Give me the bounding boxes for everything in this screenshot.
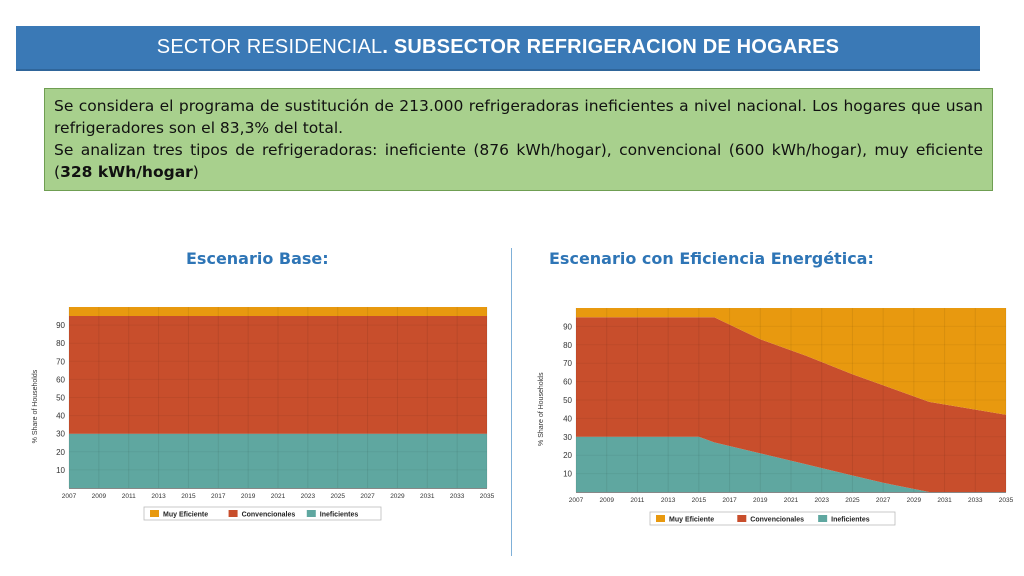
- x-tick-label: 2029: [907, 497, 922, 504]
- area-ineficientes: [69, 433, 487, 488]
- x-tick-label: 2011: [630, 497, 644, 504]
- info-p2-bold: 328 kWh/hogar: [60, 163, 193, 181]
- x-tick-label: 2009: [599, 497, 614, 504]
- legend-swatch: [656, 515, 665, 522]
- legend-label: Ineficientes: [320, 512, 359, 519]
- info-box: Se considera el programa de sustitución …: [44, 88, 993, 191]
- legend-label: Ineficientes: [831, 517, 870, 524]
- y-tick-label: 90: [563, 322, 572, 331]
- legend-box: [143, 506, 382, 521]
- x-tick-label: 2021: [784, 497, 799, 504]
- slide-title-bold: . SUBSECTOR REFRIGERACION DE HOGARES: [382, 36, 840, 58]
- x-tick-label: 2023: [301, 493, 316, 500]
- y-tick-label: 30: [56, 430, 65, 439]
- y-tick-label: 50: [563, 396, 572, 405]
- x-tick-label: 2031: [420, 493, 435, 500]
- legend-label: Muy Eficiente: [163, 512, 208, 519]
- y-tick-label: 60: [563, 378, 572, 387]
- area-ineficientes: [576, 436, 1006, 492]
- x-tick-label: 2015: [181, 493, 196, 500]
- x-tick-label: 2021: [271, 493, 286, 500]
- x-tick-label: 2027: [876, 497, 891, 504]
- area-muy-eficiente: [69, 307, 487, 317]
- x-tick-label: 2015: [692, 497, 707, 504]
- y-tick-label: 20: [563, 451, 572, 460]
- x-tick-label: 2017: [211, 493, 226, 500]
- y-tick-label: 60: [56, 375, 65, 384]
- chart-base-scenario: 10 20 30 40 50 60 70 80 90 2007 2009 2011 2013 2015 20…: [32, 307, 495, 521]
- y-tick-label: 80: [563, 341, 572, 350]
- x-tick-label: 2025: [845, 497, 860, 504]
- y-tick-label: 20: [56, 448, 65, 457]
- x-tick-label: 2011: [122, 493, 136, 500]
- x-tick-label: 2025: [330, 493, 345, 500]
- x-tick-label: 2007: [62, 493, 77, 500]
- scenario-efficiency-title: Escenario con Eficiencia Energética:: [549, 249, 874, 268]
- x-tick-label: 2033: [968, 497, 983, 504]
- x-tick-label: 2035: [999, 497, 1014, 504]
- x-tick-label: 2017: [722, 497, 737, 504]
- slide-title-normal: SECTOR RESIDENCIAL: [156, 36, 383, 58]
- y-tick-label: 80: [56, 339, 65, 348]
- legend-label: Muy Eficiente: [669, 517, 714, 524]
- info-paragraph-1: Se considera el programa de sustitución …: [54, 97, 983, 137]
- info-paragraph-2: Se analizan tres tipos de refrigeradoras…: [54, 139, 983, 183]
- x-tick-label: 2027: [360, 493, 375, 500]
- y-axis-label: % Share of Households: [538, 372, 545, 446]
- y-tick-label: 10: [56, 466, 65, 475]
- y-tick-label: 40: [56, 412, 65, 421]
- y-axis-label: % Share of Households: [32, 369, 39, 443]
- x-tick-label: 2033: [450, 493, 465, 500]
- scenario-base-title: Escenario Base:: [186, 249, 329, 268]
- x-tick-label: 2009: [92, 493, 107, 500]
- x-tick-label: 2031: [937, 497, 952, 504]
- legend-label: Convencionales: [750, 517, 804, 524]
- x-tick-label: 2013: [151, 493, 166, 500]
- area-convencionales: [69, 316, 487, 434]
- y-tick-label: 10: [563, 470, 572, 479]
- area-convencionales: [576, 317, 1006, 492]
- area-muy-eficiente: [576, 308, 1006, 415]
- vertical-divider: [511, 248, 512, 556]
- x-tick-label: 2007: [569, 497, 584, 504]
- legend-box: [649, 511, 896, 526]
- legend-swatch: [306, 510, 316, 517]
- x-tick-label: 2013: [661, 497, 676, 504]
- y-tick-label: 50: [56, 394, 65, 403]
- x-tick-label: 2019: [241, 493, 256, 500]
- y-tick-label: 70: [563, 359, 572, 368]
- y-tick-label: 40: [563, 414, 572, 423]
- chart-efficiency-scenario: 10 20 30 40 50 60 70 80 90 2007 2009 2011 2013 2015 20…: [538, 308, 1014, 526]
- legend-swatch: [737, 515, 747, 522]
- x-tick-label: 2035: [480, 493, 495, 500]
- legend-swatch: [228, 510, 238, 517]
- x-tick-label: 2029: [390, 493, 405, 500]
- slide-title-bar: SECTOR RESIDENCIAL. SUBSECTOR REFRIGERAC…: [16, 26, 980, 71]
- legend-label: Convencionales: [242, 512, 296, 519]
- y-tick-label: 30: [563, 433, 572, 442]
- y-tick-label: 70: [56, 357, 65, 366]
- legend-swatch: [150, 510, 159, 517]
- y-tick-label: 90: [56, 321, 65, 330]
- info-p2-pre: Se analizan tres tipos de refrigeradoras…: [54, 141, 983, 181]
- info-p2-post: ): [192, 163, 199, 181]
- x-tick-label: 2023: [814, 497, 829, 504]
- legend-swatch: [818, 515, 828, 522]
- x-tick-label: 2019: [753, 497, 768, 504]
